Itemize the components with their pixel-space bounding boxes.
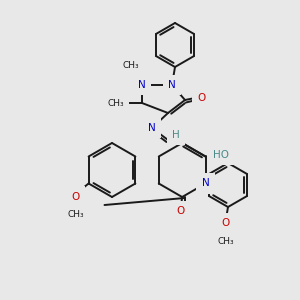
Text: N: N bbox=[168, 80, 176, 90]
Text: H: H bbox=[172, 130, 180, 140]
Text: N: N bbox=[138, 80, 146, 90]
Text: CH₃: CH₃ bbox=[123, 61, 139, 70]
Text: N: N bbox=[148, 123, 156, 133]
Text: O: O bbox=[222, 218, 230, 228]
Text: O: O bbox=[71, 191, 80, 202]
Text: N: N bbox=[202, 178, 209, 188]
Text: CH₃: CH₃ bbox=[108, 98, 124, 107]
Text: O: O bbox=[197, 93, 205, 103]
Text: O: O bbox=[176, 206, 184, 216]
Text: HO: HO bbox=[212, 149, 229, 160]
Text: CH₃: CH₃ bbox=[67, 210, 84, 219]
Text: CH₃: CH₃ bbox=[218, 236, 234, 245]
